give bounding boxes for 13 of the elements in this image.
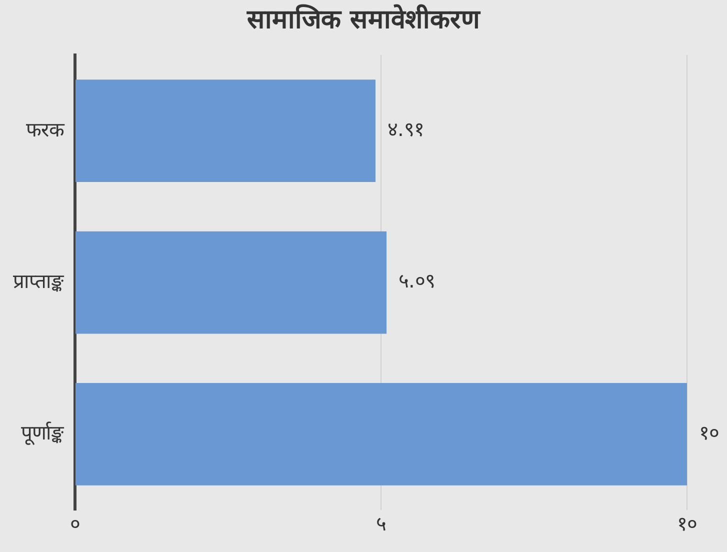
data-label: ५.०९ bbox=[398, 268, 435, 293]
x-tick-label: १० bbox=[677, 514, 697, 536]
y-tick-label: प्राप्ताङ्क bbox=[13, 271, 65, 294]
y-tick-label: पूर्णाङ्क bbox=[21, 422, 65, 446]
x-tick-label: ० bbox=[70, 514, 80, 536]
data-label: ४.९१ bbox=[387, 117, 424, 142]
x-tick-label: ५ bbox=[376, 514, 386, 536]
data-label: १० bbox=[699, 420, 719, 444]
bar bbox=[76, 80, 376, 182]
chart-title: सामाजिक समावेशीकरण bbox=[246, 3, 482, 37]
bar bbox=[76, 231, 387, 334]
bar bbox=[76, 382, 687, 486]
y-tick-label: फरक bbox=[26, 119, 65, 142]
